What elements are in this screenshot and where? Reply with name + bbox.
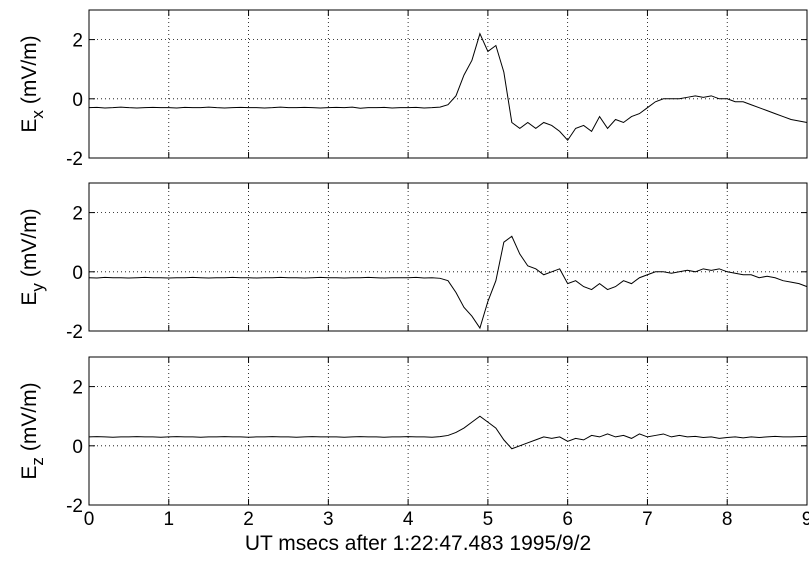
x-tick-label: 8 (722, 509, 733, 530)
y-label-main: E (18, 466, 41, 480)
x-tick-label: 5 (483, 509, 494, 530)
x-tick-label: 1 (163, 509, 174, 530)
y-axis-label: Ex (mV/m) (18, 35, 47, 132)
y-tick-label: 0 (72, 263, 83, 284)
y-axis-label: Ez (mV/m) (18, 382, 47, 479)
x-tick-label: 2 (243, 509, 254, 530)
y-label-main: E (18, 292, 41, 306)
y-axis-label: Ey (mV/m) (18, 208, 47, 305)
y-label-sub: y (28, 283, 47, 292)
x-tick-label: 6 (562, 509, 573, 530)
x-tick-label: 0 (84, 509, 95, 530)
y-tick-label: 0 (72, 437, 83, 458)
y-label-unit: (mV/m) (18, 382, 41, 451)
y-tick-label: 2 (72, 378, 83, 399)
x-tick-label: 4 (403, 509, 414, 530)
x-tick-label: 3 (323, 509, 334, 530)
x-tick-label: 9 (802, 509, 809, 530)
y-label-sub: x (28, 110, 47, 119)
y-tick-label: -2 (66, 322, 83, 343)
y-label-unit: (mV/m) (18, 35, 41, 104)
data-line (88, 235, 808, 330)
x-tick-label: 7 (642, 509, 653, 530)
y-tick-label: 2 (72, 31, 83, 52)
y-label-unit: (mV/m) (18, 208, 41, 277)
data-line (88, 415, 808, 450)
y-tick-label: 2 (72, 204, 83, 225)
x-axis-label: UT msecs after 1:22:47.483 1995/9/2 (245, 532, 591, 555)
y-tick-label: 0 (72, 90, 83, 111)
y-label-sub: z (28, 457, 47, 466)
y-label-main: E (18, 119, 41, 133)
y-tick-label: -2 (66, 149, 83, 170)
plot-frame (88, 182, 808, 332)
data-line (88, 32, 808, 142)
plot-frame (88, 356, 808, 506)
y-tick-label: -2 (66, 496, 83, 517)
plot-frame (88, 9, 808, 159)
